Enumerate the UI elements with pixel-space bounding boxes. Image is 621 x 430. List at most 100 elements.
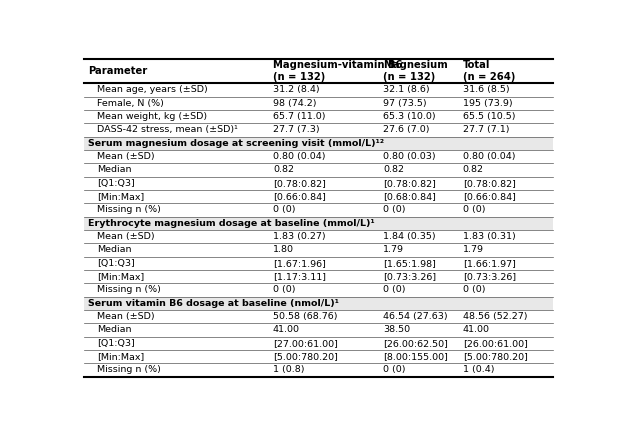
Text: 32.1 (8.6): 32.1 (8.6) [383,86,430,95]
Text: 0.80 (0.04): 0.80 (0.04) [463,152,515,161]
Text: Serum vitamin B6 dosage at baseline (nmol/L)¹: Serum vitamin B6 dosage at baseline (nmo… [88,299,338,308]
Text: 0 (0): 0 (0) [463,286,485,295]
Bar [84,363,553,377]
Text: [26.00:62.50]: [26.00:62.50] [383,339,448,348]
Text: 98 (74.2): 98 (74.2) [273,99,317,108]
Text: [5.00:780.20]: [5.00:780.20] [463,352,528,361]
Text: [1.66:1.97]: [1.66:1.97] [463,259,515,268]
Text: [Min:Max]: [Min:Max] [97,272,144,281]
Text: [Min:Max]: [Min:Max] [97,352,144,361]
Bar [84,350,553,363]
Text: [Min:Max]: [Min:Max] [97,192,144,201]
Bar [84,177,553,190]
Text: [0.73:3.26]: [0.73:3.26] [463,272,516,281]
Bar [84,163,553,177]
Bar [84,230,553,243]
Bar [84,283,553,297]
Text: 0 (0): 0 (0) [463,206,485,215]
Text: 41.00: 41.00 [273,326,300,335]
Text: [1.65:1.98]: [1.65:1.98] [383,259,436,268]
Text: Missing n (%): Missing n (%) [97,206,161,215]
Text: 195 (73.9): 195 (73.9) [463,99,512,108]
Text: 0 (0): 0 (0) [273,206,296,215]
Text: [Q1:Q3]: [Q1:Q3] [97,259,135,268]
Text: [0.66:0.84]: [0.66:0.84] [273,192,326,201]
Text: [0.66:0.84]: [0.66:0.84] [463,192,515,201]
Text: 97 (73.5): 97 (73.5) [383,99,427,108]
Bar [84,123,553,137]
Text: 0.82: 0.82 [463,166,484,175]
Bar [84,150,553,163]
Text: [0.78:0.82]: [0.78:0.82] [383,179,436,188]
Text: 65.5 (10.5): 65.5 (10.5) [463,112,515,121]
Text: Magnesium
(n = 132): Magnesium (n = 132) [383,60,448,83]
Text: [1.17:3.11]: [1.17:3.11] [273,272,326,281]
Text: 0.82: 0.82 [273,166,294,175]
Bar [84,59,553,83]
Bar [84,257,553,270]
Text: Serum magnesium dosage at screening visit (mmol/L)¹²: Serum magnesium dosage at screening visi… [88,139,384,148]
Text: [0.78:0.82]: [0.78:0.82] [273,179,326,188]
Text: 0 (0): 0 (0) [383,206,406,215]
Text: Parameter: Parameter [88,66,147,76]
Text: [1.67:1.96]: [1.67:1.96] [273,259,326,268]
Text: [0.68:0.84]: [0.68:0.84] [383,192,436,201]
Text: Female, N (%): Female, N (%) [97,99,164,108]
Text: 27.7 (7.1): 27.7 (7.1) [463,126,509,135]
Text: 0 (0): 0 (0) [273,286,296,295]
Bar [84,297,553,310]
Bar [84,323,553,337]
Bar [84,83,553,97]
Text: Erythrocyte magnesium dosage at baseline (mmol/L)¹: Erythrocyte magnesium dosage at baseline… [88,219,374,228]
Text: 27.7 (7.3): 27.7 (7.3) [273,126,320,135]
Text: 65.3 (10.0): 65.3 (10.0) [383,112,436,121]
Text: 50.58 (68.76): 50.58 (68.76) [273,312,337,321]
Bar [84,337,553,350]
Text: 46.54 (27.63): 46.54 (27.63) [383,312,448,321]
Text: Median: Median [97,246,132,255]
Text: 1 (0.4): 1 (0.4) [463,366,494,375]
Text: 1.83 (0.31): 1.83 (0.31) [463,232,515,241]
Text: Missing n (%): Missing n (%) [97,286,161,295]
Text: 1.83 (0.27): 1.83 (0.27) [273,232,325,241]
Bar [84,110,553,123]
Text: [0.73:3.26]: [0.73:3.26] [383,272,436,281]
Text: 31.6 (8.5): 31.6 (8.5) [463,86,509,95]
Bar [84,190,553,203]
Text: Median: Median [97,166,132,175]
Bar [84,217,553,230]
Text: 65.7 (11.0): 65.7 (11.0) [273,112,325,121]
Bar [84,97,553,110]
Text: Mean age, years (±SD): Mean age, years (±SD) [97,86,208,95]
Text: 0 (0): 0 (0) [383,286,406,295]
Bar [84,137,553,150]
Text: [Q1:Q3]: [Q1:Q3] [97,339,135,348]
Text: Mean (±SD): Mean (±SD) [97,312,155,321]
Text: 0.80 (0.04): 0.80 (0.04) [273,152,325,161]
Text: [0.78:0.82]: [0.78:0.82] [463,179,515,188]
Text: 31.2 (8.4): 31.2 (8.4) [273,86,320,95]
Bar [84,203,553,217]
Text: 0.80 (0.03): 0.80 (0.03) [383,152,436,161]
Text: 38.50: 38.50 [383,326,410,335]
Text: Mean (±SD): Mean (±SD) [97,152,155,161]
Text: 48.56 (52.27): 48.56 (52.27) [463,312,527,321]
Text: Magnesium-vitamin B6
(n = 132): Magnesium-vitamin B6 (n = 132) [273,60,402,83]
Text: Mean (±SD): Mean (±SD) [97,232,155,241]
Text: Missing n (%): Missing n (%) [97,366,161,375]
Text: 27.6 (7.0): 27.6 (7.0) [383,126,430,135]
Text: 1.80: 1.80 [273,246,294,255]
Text: [8.00:155.00]: [8.00:155.00] [383,352,448,361]
Text: 1.79: 1.79 [463,246,484,255]
Text: Median: Median [97,326,132,335]
Text: 1.79: 1.79 [383,246,404,255]
Text: [5.00:780.20]: [5.00:780.20] [273,352,338,361]
Bar [84,243,553,257]
Text: 0 (0): 0 (0) [383,366,406,375]
Text: DASS-42 stress, mean (±SD)¹: DASS-42 stress, mean (±SD)¹ [97,126,238,135]
Text: 0.82: 0.82 [383,166,404,175]
Text: 1.84 (0.35): 1.84 (0.35) [383,232,436,241]
Text: [27.00:61.00]: [27.00:61.00] [273,339,338,348]
Text: [26.00:61.00]: [26.00:61.00] [463,339,528,348]
Bar [84,310,553,323]
